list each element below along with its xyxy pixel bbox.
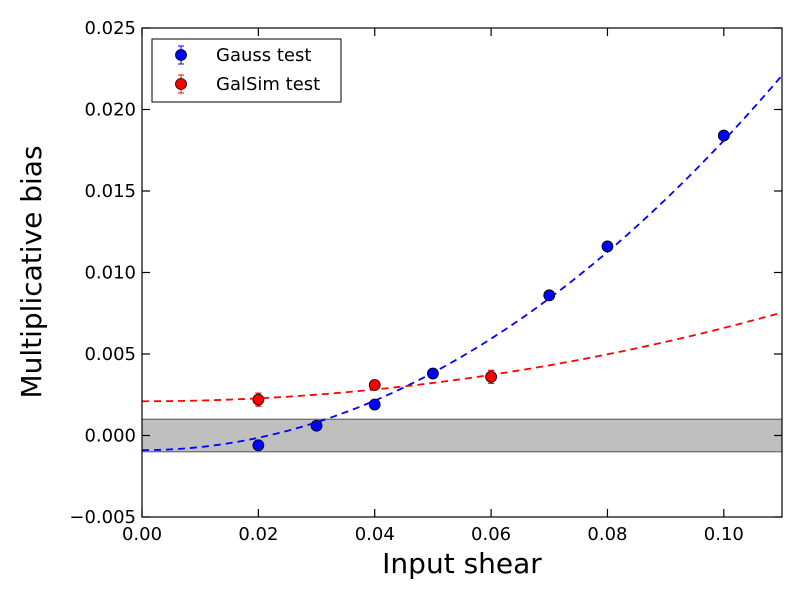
y-tick-label: −0.005 [69,507,136,528]
gauss-test-point [427,367,439,380]
legend: Gauss test GalSim test [151,38,342,103]
legend-galsim-test-marker [175,78,187,90]
gauss-test-point [252,439,265,452]
galsim-test-point [252,393,265,406]
x-axis-label: Input shear [382,547,542,580]
y-tick-label: 0.015 [84,181,136,202]
legend-gauss-test-marker [175,49,187,61]
x-tick-label: 0.10 [704,524,744,545]
gauss-test-point [543,289,556,302]
gauss-test-point [368,398,381,411]
y-tick-label: 0.020 [84,100,136,121]
x-tick-label: 0.06 [471,524,511,545]
legend-frame [151,38,342,103]
gauss-test-fit-line [142,74,782,452]
band-rect [142,418,782,453]
reference-band [142,418,782,453]
x-tick-label: 0.08 [587,524,627,545]
galsim-test-point [368,379,381,391]
legend-galsim-test-label: GalSim test [216,74,320,95]
y-tick-label: 0.025 [84,18,136,39]
x-tick-label: 0.02 [238,524,278,545]
x-tick-label: 0.04 [355,524,395,545]
gauss-test-point [717,129,730,142]
gauss-test-point [601,240,614,253]
y-tick-label: 0.010 [84,263,136,284]
galsim-test-point [485,370,497,383]
x-tick-label: 0.00 [122,524,162,545]
y-axis-label: Multiplicative bias [15,145,48,398]
y-tick-label: 0.005 [84,344,136,365]
gauss-test-point [310,419,323,432]
legend-gauss-test-label: Gauss test [216,45,311,66]
y-tick-label: 0.000 [84,426,136,447]
